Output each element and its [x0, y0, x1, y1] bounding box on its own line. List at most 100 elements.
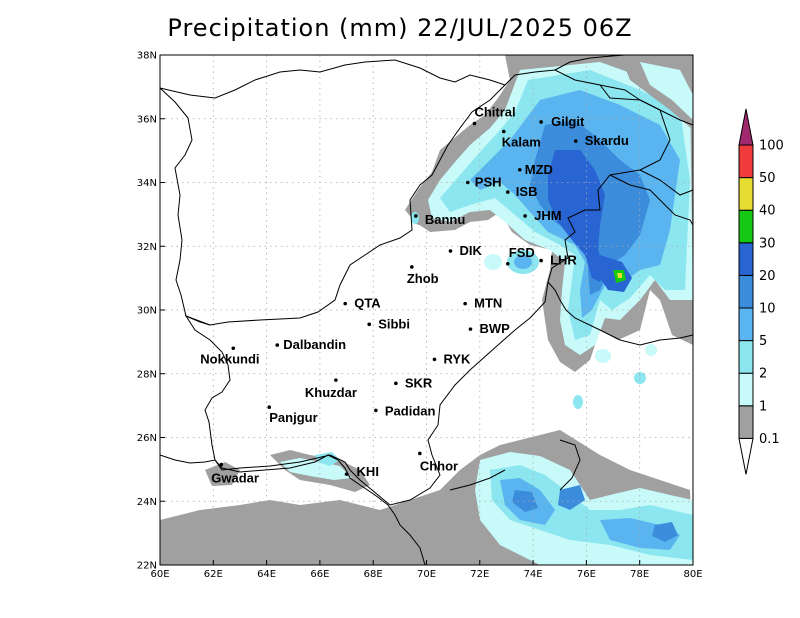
y-tick-label: 28N [137, 369, 157, 380]
city-label: BWP [479, 321, 510, 336]
colorbar-swatch [738, 340, 754, 374]
colorbar-label: 10 [759, 302, 776, 317]
colorbar: 0.1 1 2 5 10 20 30 40 50 100 [738, 108, 784, 475]
y-tick-label: 34N [137, 178, 157, 189]
city-marker [448, 249, 453, 253]
city-label: Kalam [502, 135, 541, 150]
y-tick-label: 22N [137, 561, 157, 572]
y-tick-label: 32N [137, 242, 157, 253]
city-label: Gilgit [551, 114, 585, 129]
city-label: SKR [405, 375, 433, 390]
city-labels: Chitral Gilgit Kalam Skardu MZD PSH ISB JHM Bann… [200, 105, 629, 486]
city-label: Chitral [474, 105, 515, 120]
city-marker [466, 180, 470, 185]
x-axis: 60E 62E 64E 66E 68E 70E 72E 74E 76E 78E 80E [150, 560, 703, 580]
colorbar-label: 5 [759, 334, 767, 349]
colorbar-upper-triangle [738, 108, 754, 146]
city-label: JHM [534, 208, 561, 223]
y-axis: 22N 24N 26N 28N 30N 32N 34N 36N 38N [137, 51, 165, 572]
city-marker [539, 258, 543, 263]
city-marker [468, 327, 473, 331]
colorbar-label: 100 [759, 139, 784, 154]
colorbar-swatch [738, 372, 754, 407]
colorbar-swatch [738, 242, 754, 276]
city-marker [343, 301, 348, 306]
colorbar-swatch [738, 307, 754, 342]
city-marker [523, 214, 527, 218]
colorbar-lower-triangle [738, 437, 754, 475]
colorbar-label: 1 [759, 399, 767, 414]
city-marker [539, 120, 543, 124]
city-marker [275, 343, 280, 347]
city-marker [231, 346, 236, 351]
x-tick-label: 74E [524, 569, 543, 580]
city-marker [219, 462, 224, 467]
city-label: DIK [459, 243, 482, 258]
colorbar-label: 0.1 [759, 432, 780, 447]
x-tick-label: 72E [470, 569, 489, 580]
colorbar-swatch [738, 177, 754, 211]
city-marker [463, 301, 467, 306]
x-tick-label: 60E [150, 569, 169, 580]
city-marker [418, 451, 422, 456]
y-tick-label: 38N [137, 51, 157, 62]
city-marker [432, 357, 437, 362]
x-tick-label: 70E [417, 569, 436, 580]
x-tick-label: 78E [630, 569, 649, 580]
y-tick-label: 36N [137, 114, 157, 125]
city-marker [505, 261, 510, 266]
x-tick-label: 64E [257, 569, 276, 580]
y-tick-label: 30N [137, 306, 157, 317]
city-label: Nokkundi [200, 351, 259, 366]
city-label: Skardu [585, 133, 629, 148]
precipitation-field [160, 55, 693, 565]
city-marker [334, 378, 338, 382]
city-marker [374, 408, 378, 413]
city-marker [414, 214, 418, 218]
city-label: ISB [516, 184, 538, 199]
city-marker [573, 139, 578, 143]
city-label: Zhob [407, 271, 439, 286]
city-marker [410, 265, 414, 269]
city-label: Sibbi [378, 316, 410, 331]
city-label: Khuzdar [305, 385, 357, 400]
city-label: RYK [443, 351, 471, 366]
city-label: Padidan [385, 403, 436, 418]
y-tick-label: 24N [137, 497, 157, 508]
x-tick-label: 62E [204, 569, 223, 580]
x-tick-label: 66E [310, 569, 329, 580]
colorbar-label: 30 [759, 236, 776, 251]
colorbar-label: 40 [759, 204, 776, 219]
map-title: Precipitation (mm) 22/JUL/2025 06Z [167, 14, 633, 42]
city-label: FSD [509, 245, 535, 260]
city-label: QTA [354, 296, 381, 311]
colorbar-label: 20 [759, 269, 776, 284]
city-label: PSH [475, 175, 502, 190]
city-label: Dalbandin [283, 337, 346, 352]
city-label: Gwadar [211, 471, 259, 486]
city-label: Panjgur [269, 410, 317, 425]
colorbar-swatch [738, 274, 754, 309]
city-marker [344, 472, 349, 476]
x-tick-label: 76E [577, 569, 596, 580]
city-label: LHR [550, 253, 577, 268]
y-tick-label: 26N [137, 433, 157, 444]
city-marker [472, 121, 477, 126]
colorbar-swatch [738, 144, 754, 179]
city-label: MTN [474, 296, 502, 311]
colorbar-label: 2 [759, 367, 767, 382]
city-label: Chhor [420, 458, 458, 473]
city-marker [367, 322, 372, 327]
city-marker [267, 405, 272, 410]
city-label: Bannu [425, 212, 466, 227]
gridlines [160, 55, 693, 565]
country-borders [159, 54, 694, 566]
colorbar-swatch [738, 209, 754, 244]
city-marker [505, 190, 510, 194]
colorbar-swatch [738, 405, 754, 439]
city-label: KHI [357, 464, 379, 479]
colorbar-label: 50 [759, 171, 776, 186]
city-marker [517, 167, 522, 172]
city-marker [501, 129, 506, 134]
